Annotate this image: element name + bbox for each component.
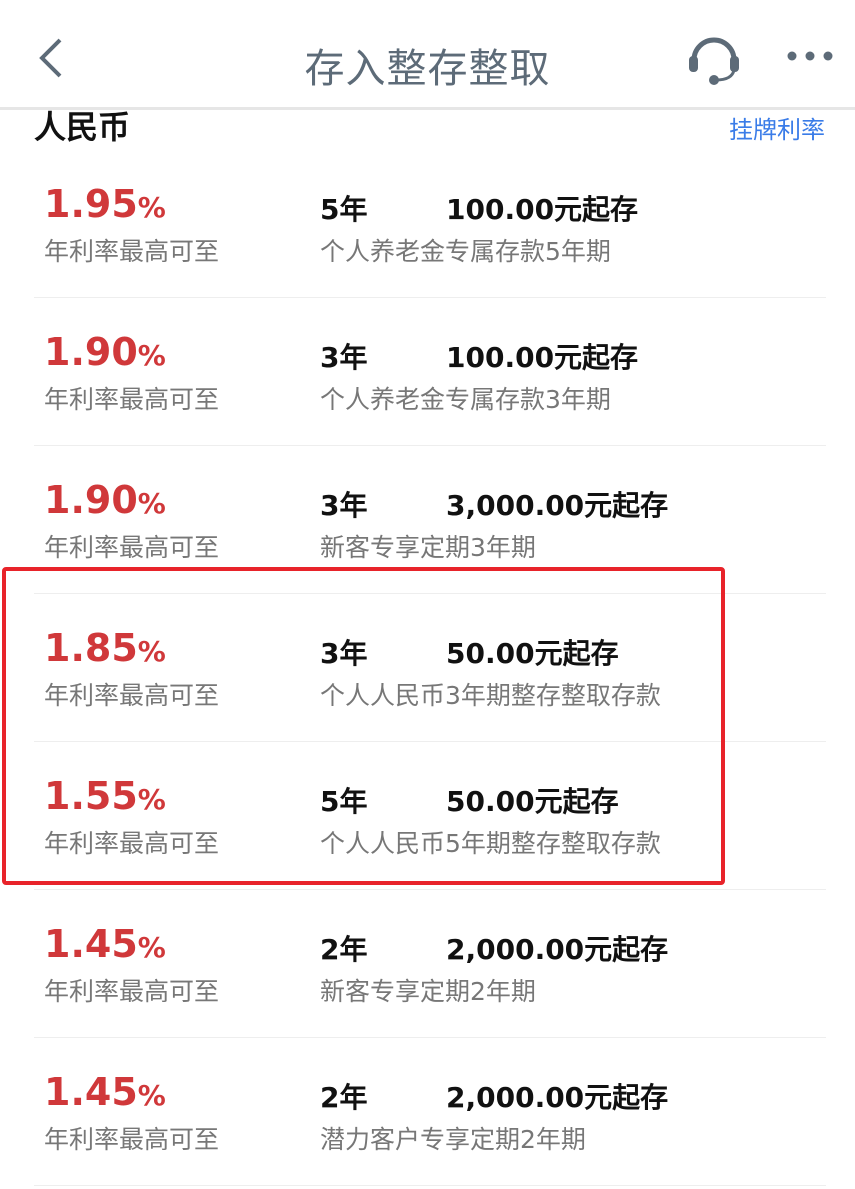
rate-number: 1.45 xyxy=(44,922,138,966)
minimum-amount: 50.00元起存 xyxy=(446,785,619,818)
rate-value: 1.45% xyxy=(44,922,166,966)
deposit-product-row[interactable]: 1.90% 年利率最高可至 3年 3,000.00元起存 新客专享定期3年期 xyxy=(34,446,826,594)
rate-unit: % xyxy=(137,487,166,520)
rate-label: 年利率最高可至 xyxy=(44,681,220,710)
term: 3年 xyxy=(320,341,368,374)
product-name: 个人养老金专属存款3年期 xyxy=(320,385,611,414)
product-name: 新客专享定期2年期 xyxy=(320,977,536,1006)
product-name: 潜力客户专享定期2年期 xyxy=(320,1125,586,1154)
term: 3年 xyxy=(320,637,368,670)
minimum-amount: 3,000.00元起存 xyxy=(446,489,669,522)
rate-number: 1.45 xyxy=(44,1070,138,1114)
term: 2年 xyxy=(320,933,368,966)
rate-unit: % xyxy=(137,931,166,964)
rate-number: 1.85 xyxy=(44,626,138,670)
section-title-rmb: 人民币 xyxy=(34,108,131,146)
rate-number: 1.90 xyxy=(44,478,138,522)
listed-rates-link[interactable]: 挂牌利率 xyxy=(729,116,825,144)
term: 5年 xyxy=(320,785,368,818)
headset-icon[interactable] xyxy=(686,30,742,86)
rate-unit: % xyxy=(137,339,166,372)
rate-unit: % xyxy=(137,191,166,224)
rate-value: 1.45% xyxy=(44,1070,166,1114)
rate-value: 1.95% xyxy=(44,182,166,226)
rate-label: 年利率最高可至 xyxy=(44,977,220,1006)
highlight-box xyxy=(2,567,725,885)
rate-label: 年利率最高可至 xyxy=(44,1125,220,1154)
deposit-product-row[interactable]: 1.45% 年利率最高可至 2年 2,000.00元起存 潜力客户专享定期2年期 xyxy=(34,1038,826,1186)
deposit-product-row[interactable]: 1.55% 年利率最高可至 5年 50.00元起存 个人人民币5年期整存整取存款 xyxy=(34,742,826,890)
rate-number: 1.95 xyxy=(44,182,138,226)
product-name: 个人人民币5年期整存整取存款 xyxy=(320,829,661,858)
more-dots-icon[interactable] xyxy=(786,46,834,66)
rate-label: 年利率最高可至 xyxy=(44,385,220,414)
rate-value: 1.85% xyxy=(44,626,166,670)
term: 3年 xyxy=(320,489,368,522)
rate-unit: % xyxy=(137,1079,166,1112)
term: 2年 xyxy=(320,1081,368,1114)
minimum-amount: 2,000.00元起存 xyxy=(446,1081,669,1114)
rate-label: 年利率最高可至 xyxy=(44,533,220,562)
product-name: 新客专享定期3年期 xyxy=(320,533,536,562)
rate-value: 1.90% xyxy=(44,478,166,522)
rate-label: 年利率最高可至 xyxy=(44,237,220,266)
rate-unit: % xyxy=(137,635,166,668)
product-name: 个人养老金专属存款5年期 xyxy=(320,237,611,266)
nav-header: 存入整存整取 xyxy=(0,0,855,110)
deposit-product-row[interactable]: 1.45% 年利率最高可至 2年 2,000.00元起存 新客专享定期2年期 xyxy=(34,890,826,1038)
rate-value: 1.55% xyxy=(44,774,166,818)
deposit-product-row[interactable]: 1.95% 年利率最高可至 5年 100.00元起存 个人养老金专属存款5年期 xyxy=(34,150,826,298)
rate-value: 1.90% xyxy=(44,330,166,374)
term: 5年 xyxy=(320,193,368,226)
rate-number: 1.55 xyxy=(44,774,138,818)
chevron-left-icon[interactable] xyxy=(34,38,68,78)
minimum-amount: 50.00元起存 xyxy=(446,637,619,670)
deposit-product-row[interactable]: 1.90% 年利率最高可至 3年 100.00元起存 个人养老金专属存款3年期 xyxy=(34,298,826,446)
minimum-amount: 100.00元起存 xyxy=(446,341,639,374)
product-name: 个人人民币3年期整存整取存款 xyxy=(320,681,661,710)
page-title: 存入整存整取 xyxy=(304,46,551,92)
deposit-product-row[interactable]: 1.85% 年利率最高可至 3年 50.00元起存 个人人民币3年期整存整取存款 xyxy=(34,594,826,742)
rate-label: 年利率最高可至 xyxy=(44,829,220,858)
minimum-amount: 100.00元起存 xyxy=(446,193,639,226)
rate-unit: % xyxy=(137,783,166,816)
rate-number: 1.90 xyxy=(44,330,138,374)
minimum-amount: 2,000.00元起存 xyxy=(446,933,669,966)
